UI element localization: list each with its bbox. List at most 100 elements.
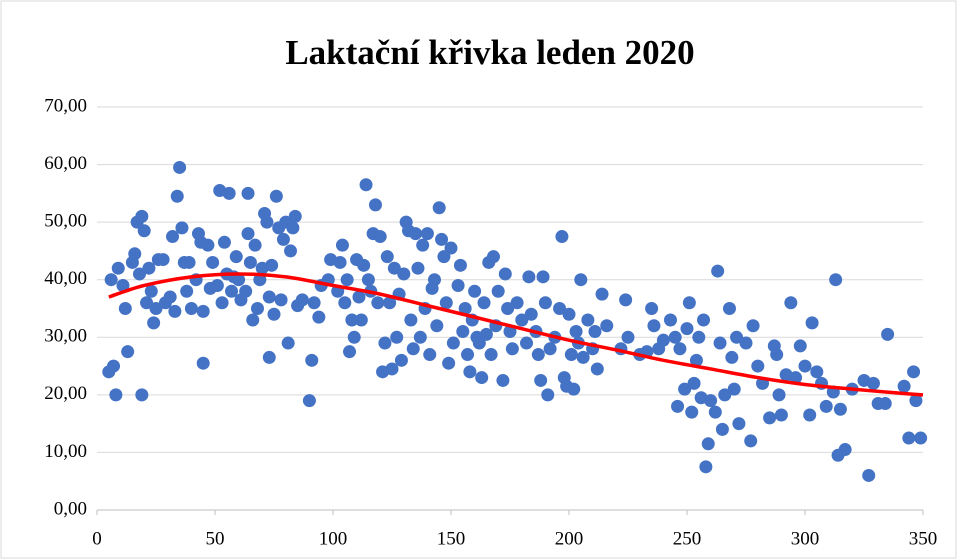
- point: [862, 468, 876, 482]
- point: [763, 411, 777, 425]
- y-tick-label: 10,00: [44, 441, 87, 462]
- point: [413, 330, 427, 344]
- point: [567, 382, 581, 396]
- point: [406, 342, 420, 356]
- point: [713, 336, 727, 350]
- point: [663, 313, 677, 327]
- point: [678, 382, 692, 396]
- point: [909, 394, 923, 408]
- point: [250, 302, 264, 315]
- point: [685, 405, 699, 419]
- point: [727, 382, 741, 396]
- point: [371, 296, 385, 310]
- point: [574, 273, 588, 287]
- point: [730, 330, 744, 344]
- point: [432, 201, 446, 215]
- point: [484, 348, 498, 362]
- point: [451, 278, 465, 292]
- point: [569, 325, 583, 339]
- point: [881, 327, 895, 341]
- point: [838, 443, 852, 457]
- point: [805, 316, 819, 330]
- point: [345, 313, 359, 327]
- point: [581, 313, 595, 327]
- point: [689, 353, 703, 367]
- point: [543, 342, 557, 356]
- point: [708, 405, 722, 419]
- point: [555, 230, 569, 244]
- point: [312, 310, 326, 324]
- point: [486, 250, 500, 264]
- point: [522, 270, 536, 284]
- point: [168, 304, 182, 318]
- point: [590, 362, 604, 376]
- point: [368, 198, 382, 212]
- point: [397, 267, 411, 281]
- point: [333, 255, 347, 269]
- point: [149, 302, 163, 315]
- point: [137, 224, 151, 238]
- point: [262, 350, 276, 364]
- point: [704, 394, 718, 408]
- point: [409, 227, 423, 241]
- point: [267, 307, 281, 321]
- chart-title: Laktační křivka leden 2020: [285, 33, 694, 72]
- point: [645, 302, 659, 315]
- point: [274, 293, 288, 307]
- point: [184, 302, 198, 315]
- point: [833, 402, 847, 416]
- point: [354, 313, 368, 327]
- point: [914, 431, 928, 445]
- point: [390, 330, 404, 344]
- point: [347, 330, 361, 344]
- x-tick-label: 300: [791, 528, 820, 549]
- point: [746, 319, 760, 333]
- point: [121, 345, 135, 359]
- point: [553, 302, 567, 315]
- point: [295, 293, 309, 307]
- point: [442, 356, 456, 370]
- y-tick-label: 60,00: [44, 153, 87, 174]
- x-tick-label: 350: [909, 528, 938, 549]
- point: [206, 255, 220, 269]
- point: [286, 221, 300, 235]
- point: [135, 209, 149, 223]
- point: [673, 342, 687, 356]
- point: [902, 431, 916, 445]
- point: [784, 296, 798, 310]
- point: [262, 290, 276, 304]
- point: [701, 437, 715, 451]
- point: [682, 296, 696, 310]
- point: [246, 313, 260, 327]
- point: [501, 302, 515, 315]
- point: [109, 388, 123, 402]
- point: [439, 296, 453, 310]
- point: [180, 284, 194, 298]
- point: [595, 287, 609, 301]
- point: [520, 336, 534, 350]
- trendline: [108, 272, 924, 397]
- point: [656, 333, 670, 347]
- point: [692, 330, 706, 344]
- point: [265, 258, 279, 272]
- point: [739, 336, 753, 350]
- point: [135, 388, 149, 402]
- point: [361, 273, 375, 287]
- point: [534, 373, 548, 387]
- point: [118, 302, 132, 315]
- point: [380, 250, 394, 264]
- point: [387, 261, 401, 275]
- point: [215, 296, 229, 310]
- point: [668, 330, 682, 344]
- point: [472, 336, 486, 350]
- y-tick-label: 30,00: [44, 326, 87, 347]
- x-tick-label: 200: [555, 528, 584, 549]
- point: [383, 296, 397, 310]
- point: [600, 319, 614, 333]
- point: [647, 319, 661, 333]
- point: [385, 362, 399, 376]
- point: [744, 434, 758, 448]
- point: [307, 296, 321, 310]
- point: [196, 304, 210, 318]
- point: [116, 278, 130, 292]
